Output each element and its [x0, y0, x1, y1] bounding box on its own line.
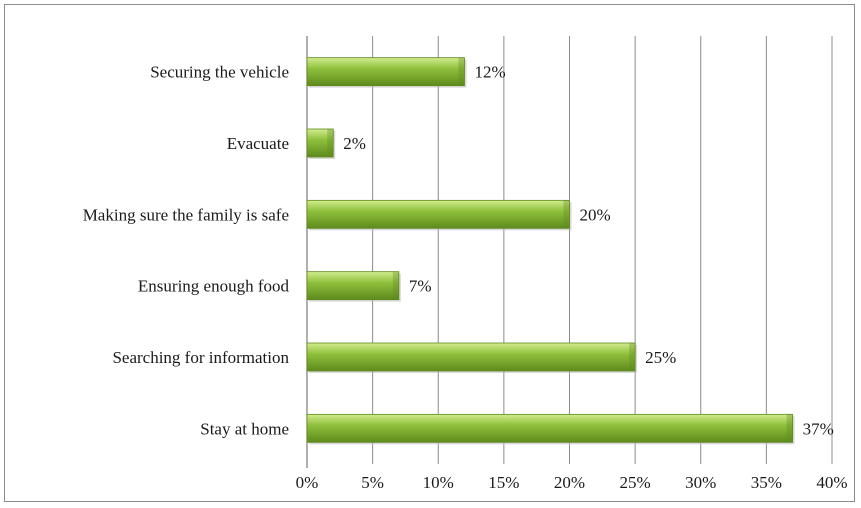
data-label-1: 2% — [343, 134, 366, 153]
category-label-3: Ensuring enough food — [138, 277, 290, 296]
data-label-2: 20% — [580, 205, 611, 224]
data-label-4: 25% — [645, 348, 676, 367]
bar-end-4 — [629, 343, 636, 371]
bar-0 — [306, 57, 465, 87]
bar-end-2 — [563, 200, 570, 229]
bar-2 — [306, 199, 570, 229]
bar-4 — [306, 342, 636, 372]
data-label-3: 7% — [409, 277, 432, 296]
bars — [306, 57, 795, 445]
x-tick-label-10: 10% — [423, 473, 454, 492]
category-labels: Securing the vehicle Evacuate Making sure … — [83, 63, 290, 439]
x-tick-label-5: 5% — [361, 473, 384, 492]
bar-end-5 — [786, 414, 793, 443]
bar-end-0 — [458, 57, 465, 86]
x-axis-tick-labels: 0% 5% 10% 15% 20% 25% 30% 35% 40% — [296, 473, 848, 492]
category-label-4: Searching for information — [112, 348, 289, 367]
category-label-0: Securing the vehicle — [150, 63, 289, 82]
x-tick-label-0: 0% — [296, 473, 319, 492]
x-tick-label-20: 20% — [554, 473, 585, 492]
category-label-1: Evacuate — [227, 134, 289, 153]
bar-1 — [306, 128, 334, 158]
data-labels: 12% 2% 20% 7% 25% 37% — [343, 63, 834, 439]
bar-5 — [306, 413, 794, 443]
x-tick-label-35: 35% — [751, 473, 782, 492]
x-tick-label-40: 40% — [816, 473, 847, 492]
x-tick-label-30: 30% — [685, 473, 716, 492]
bar-end-1 — [327, 129, 334, 157]
x-tick-label-25: 25% — [620, 473, 651, 492]
x-tick-label-15: 15% — [488, 473, 519, 492]
category-label-2: Making sure the family is safe — [83, 205, 289, 224]
bar-3 — [306, 271, 400, 301]
data-label-0: 12% — [475, 63, 506, 82]
gridlines — [306, 36, 833, 468]
data-label-5: 37% — [803, 419, 834, 438]
category-label-5: Stay at home — [200, 419, 289, 438]
bar-end-3 — [392, 271, 399, 300]
